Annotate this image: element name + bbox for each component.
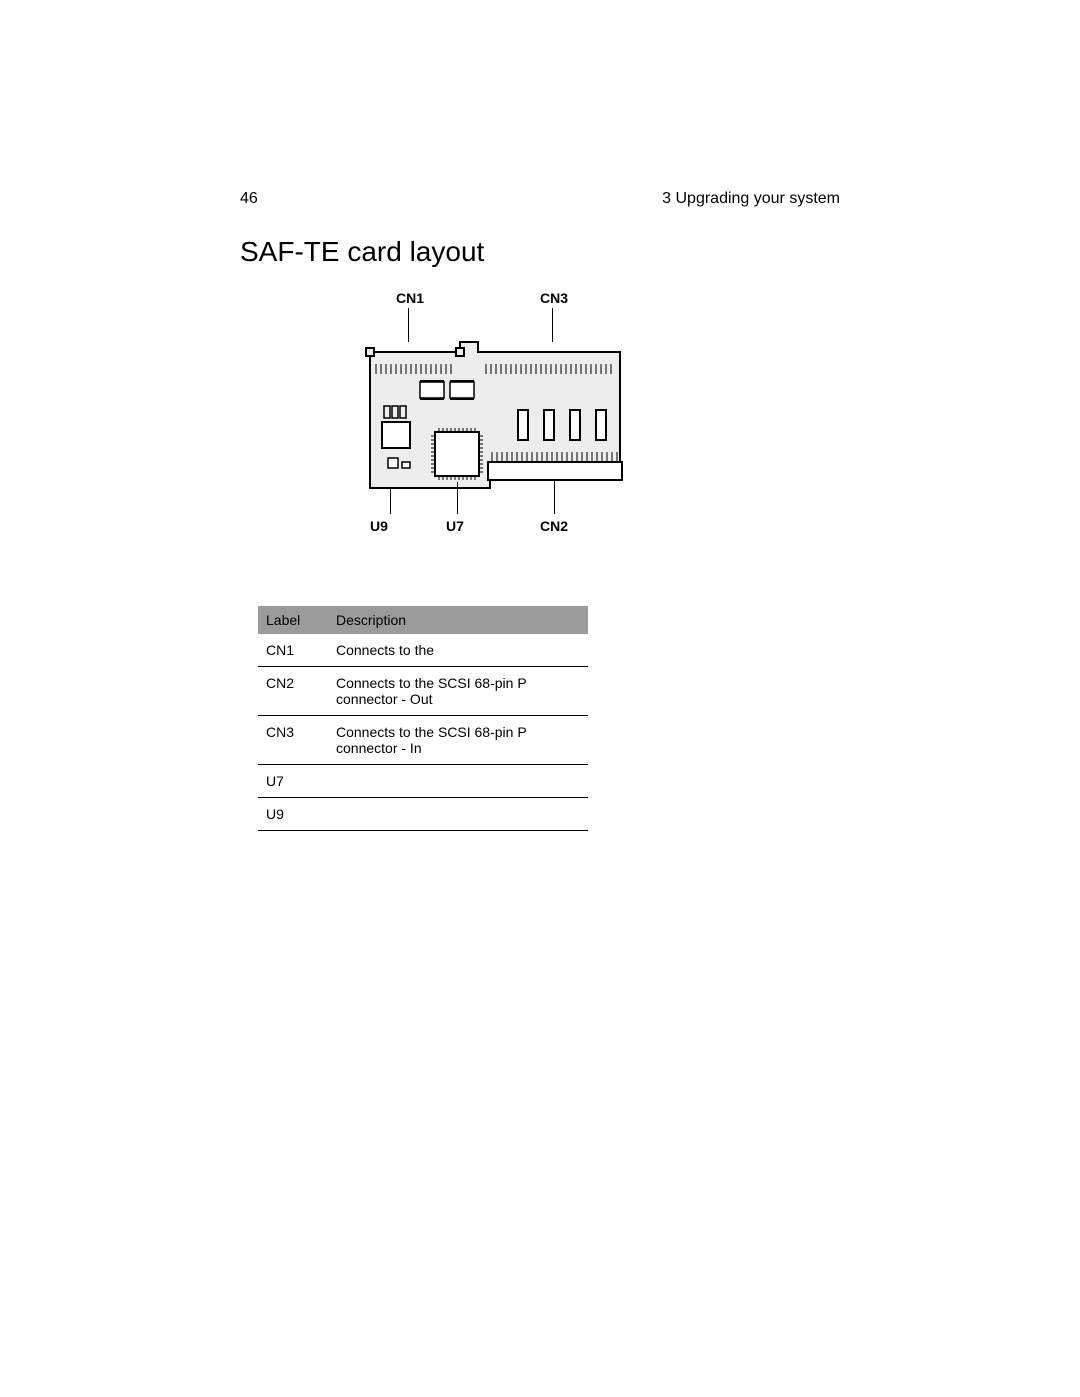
connector-table: Label Description CN1 Connects to the CN… xyxy=(258,606,588,831)
callout-label-u9: U9 xyxy=(370,518,388,534)
leader-line-icon xyxy=(457,482,458,514)
table-header-row: Label Description xyxy=(258,606,588,634)
leader-line-icon xyxy=(390,488,391,514)
cell-description: Connects to the SCSI 68-pin P connector … xyxy=(328,716,588,765)
cell-label: CN2 xyxy=(258,667,328,716)
cell-label: U7 xyxy=(258,765,328,798)
callout-label-cn2: CN2 xyxy=(540,518,568,534)
leader-line-icon xyxy=(554,480,555,514)
document-page: 46 3 Upgrading your system SAF-TE card l… xyxy=(0,0,1080,1397)
cell-description xyxy=(328,798,588,831)
chapter-label: 3 Upgrading your system xyxy=(662,190,840,208)
column-header-description: Description xyxy=(328,606,588,634)
table-row: U9 xyxy=(258,798,588,831)
cell-description xyxy=(328,765,588,798)
page-number: 46 xyxy=(240,190,258,208)
cell-description: Connects to the xyxy=(328,634,588,667)
leader-line-icon xyxy=(408,308,409,342)
callout-label-cn3: CN3 xyxy=(540,290,568,306)
cell-label: U9 xyxy=(258,798,328,831)
column-header-label: Label xyxy=(258,606,328,634)
page-title: SAF-TE card layout xyxy=(240,236,484,268)
cell-label: CN3 xyxy=(258,716,328,765)
table-row: CN3 Connects to the SCSI 68-pin P connec… xyxy=(258,716,588,765)
pcb-board-icon xyxy=(360,340,630,500)
table-row: U7 xyxy=(258,765,588,798)
table-row: CN2 Connects to the SCSI 68-pin P connec… xyxy=(258,667,588,716)
callout-label-u7: U7 xyxy=(446,518,464,534)
table-row: CN1 Connects to the xyxy=(258,634,588,667)
card-layout-diagram: CN1 CN3 xyxy=(360,290,630,540)
cell-label: CN1 xyxy=(258,634,328,667)
cell-description: Connects to the SCSI 68-pin P connector … xyxy=(328,667,588,716)
leader-line-icon xyxy=(552,308,553,342)
callout-label-cn1: CN1 xyxy=(396,290,424,306)
